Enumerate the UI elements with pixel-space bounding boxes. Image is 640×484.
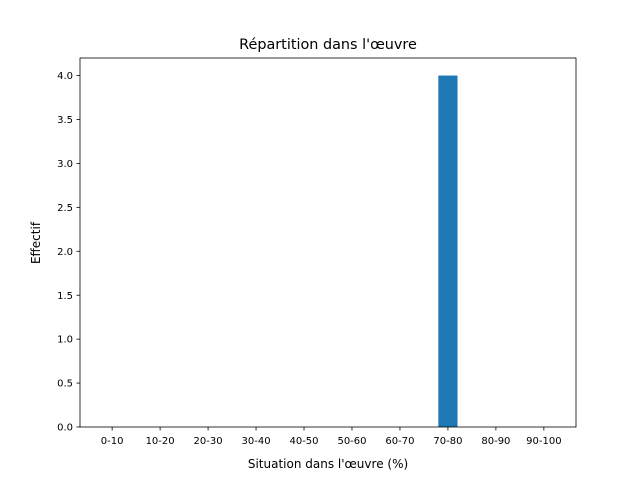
x-tick-label: 40-50 [289,436,318,447]
y-tick-label: 3.0 [57,159,73,170]
x-tick-label: 70-80 [433,436,462,447]
x-tick-label: 80-90 [481,436,510,447]
x-axis-label: Situation dans l'œuvre (%) [248,457,408,471]
chart-title: Répartition dans l'œuvre [239,37,417,53]
y-tick-label: 0.5 [57,379,73,390]
y-tick-label: 0.0 [57,423,73,434]
y-tick-label: 1.0 [57,335,73,346]
plot-frame [79,57,577,428]
y-tick-label: 4.0 [57,71,73,82]
x-tick-label: 60-70 [385,436,414,447]
x-tick-label: 30-40 [242,436,271,447]
y-axis-label: Effectif [29,221,43,264]
y-tick-label: 2.0 [57,247,73,258]
x-tick-label: 10-20 [146,436,175,447]
x-tick-label: 20-30 [194,436,223,447]
bar-70-80 [438,75,458,428]
x-tick-label: 90-100 [526,436,561,447]
x-tick-label: 0-10 [101,436,124,447]
y-tick-label: 1.5 [57,291,73,302]
y-tick-label: 3.5 [57,115,73,126]
y-tick-label: 2.5 [57,203,73,214]
x-tick-label: 50-60 [337,436,366,447]
